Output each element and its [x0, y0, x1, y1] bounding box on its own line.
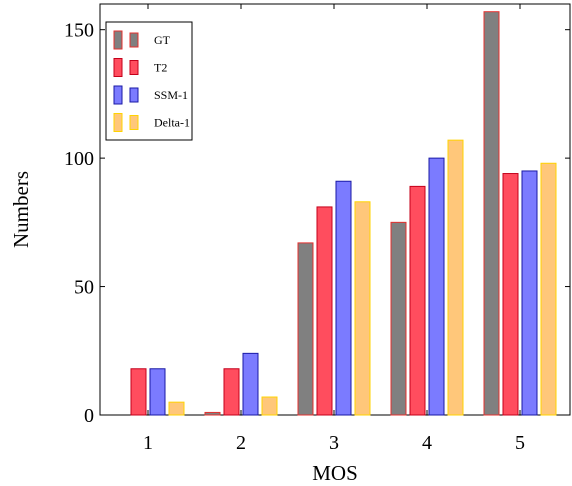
bar-t2-4 [409, 185, 426, 416]
x-tick-label: 3 [329, 432, 339, 454]
bar-ssm-1-1 [149, 368, 166, 416]
legend-label-delta-1: Delta-1 [154, 116, 190, 130]
bar-gt-2 [204, 411, 221, 416]
legend-label-gt: GT [154, 33, 171, 47]
bar-gt-4 [390, 221, 407, 416]
legend-swatch-ssm-1 [113, 85, 123, 105]
legend-swatch-t2 [113, 58, 123, 77]
legend-swatch-gt [113, 30, 123, 50]
legend-swatch-ssm-1 [129, 87, 139, 103]
bar-t2-2 [223, 368, 240, 416]
plot-frame [99, 3, 571, 416]
bar-ssm-1-4 [428, 157, 445, 416]
y-tick-label: 0 [84, 405, 94, 427]
bar-delta-1-2 [261, 396, 278, 416]
bar-ssm-1-2 [242, 352, 259, 416]
legend-label-ssm-1: SSM-1 [154, 88, 188, 102]
bar-gt-5 [483, 11, 500, 416]
bars [130, 11, 557, 416]
bar-t2-5 [502, 173, 519, 416]
bar-ssm-1-5 [521, 170, 538, 416]
legend-swatch-gt [129, 32, 139, 48]
y-tick-label: 100 [64, 148, 94, 170]
bar-t2-3 [316, 206, 333, 416]
bar-gt-3 [297, 242, 314, 416]
bar-delta-1-5 [540, 162, 557, 416]
axes [99, 3, 571, 416]
y-tick-label: 50 [74, 277, 94, 299]
bar-delta-1-4 [447, 139, 464, 416]
y-axis-title: Numbers [9, 171, 33, 248]
x-tick-label: 1 [143, 432, 153, 454]
bar-ssm-1-3 [335, 180, 352, 416]
bar-delta-1-3 [354, 201, 371, 416]
legend-swatch-t2 [129, 60, 139, 75]
legend-swatch-delta-1 [113, 113, 123, 132]
bar-t2-1 [130, 368, 147, 416]
legend-swatch-delta-1 [129, 115, 139, 130]
y-tick-label: 150 [64, 20, 94, 42]
legend-label-t2: T2 [154, 61, 167, 75]
x-tick-label: 2 [236, 432, 246, 454]
legend: GT T2 SSM-1 Delta-1 [105, 21, 193, 141]
bar-delta-1-1 [168, 401, 185, 416]
x-axis-title: MOS [312, 461, 358, 485]
x-tick-label: 5 [515, 432, 525, 454]
x-tick-label: 4 [422, 432, 432, 454]
